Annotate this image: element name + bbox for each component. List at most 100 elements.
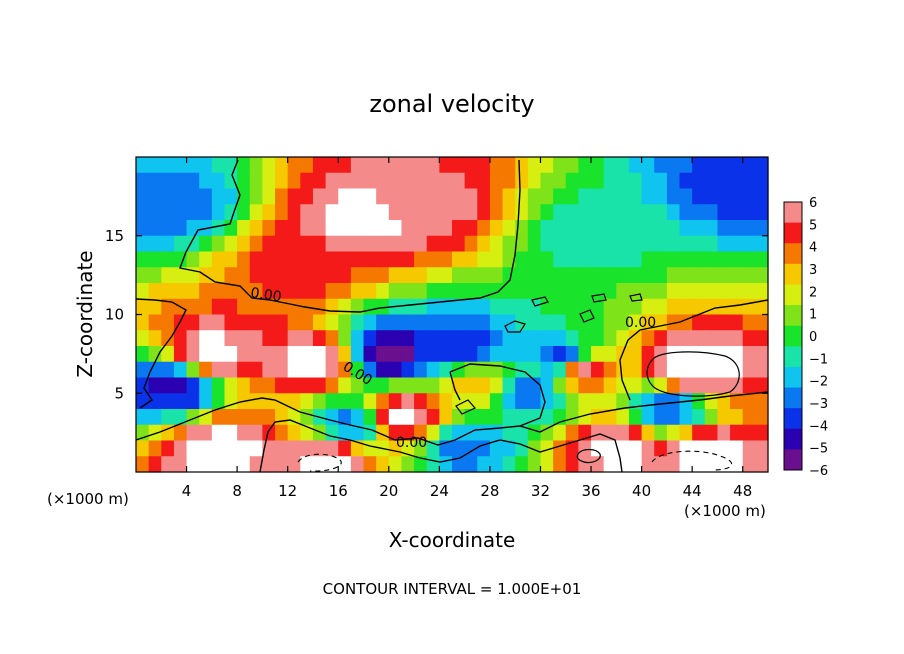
- heatmap-cell: [338, 330, 352, 347]
- heatmap-cell: [287, 346, 301, 363]
- heatmap-cell: [439, 377, 453, 394]
- heatmap-cell: [755, 188, 769, 205]
- heatmap-cell: [275, 424, 289, 442]
- heatmap-cell: [148, 235, 162, 253]
- heatmap-cell: [426, 235, 440, 253]
- heatmap-cell: [591, 346, 605, 363]
- heatmap-cell: [704, 267, 719, 284]
- heatmap-cell: [540, 424, 554, 442]
- heatmap-cell: [287, 393, 301, 410]
- heatmap-cell: [515, 298, 529, 316]
- x-unit-note-left: (×1000 m): [47, 490, 129, 508]
- heatmap-cell: [679, 267, 693, 284]
- heatmap-cell: [628, 440, 643, 457]
- heatmap-cell: [565, 361, 579, 379]
- heatmap-cell: [249, 235, 263, 253]
- heatmap-cell: [464, 330, 478, 347]
- colorbar-swatch: [784, 243, 802, 265]
- heatmap-cell: [591, 172, 605, 190]
- heatmap-cell: [312, 172, 327, 190]
- heatmap-cell: [439, 409, 453, 426]
- heatmap-cell: [376, 424, 390, 442]
- heatmap-cell: [388, 330, 403, 347]
- heatmap-cell: [199, 361, 213, 379]
- heatmap-cell: [704, 283, 719, 300]
- heatmap-cell: [641, 172, 655, 190]
- heatmap-cell: [515, 235, 529, 253]
- heatmap-cell: [755, 267, 769, 284]
- heatmap-cell: [161, 361, 175, 379]
- heatmap-cell: [527, 235, 542, 253]
- heatmap-cell: [262, 314, 276, 331]
- heatmap-cell: [452, 409, 466, 426]
- heatmap-cell: [755, 220, 769, 237]
- heatmap-cell: [717, 220, 731, 237]
- heatmap-cell: [199, 235, 213, 253]
- heatmap-cell: [603, 235, 617, 253]
- heatmap-cell: [591, 298, 605, 316]
- heatmap-cell: [452, 298, 466, 316]
- colorbar-swatch: [784, 305, 802, 327]
- heatmap-cell: [553, 188, 567, 205]
- heatmap-cell: [363, 330, 377, 347]
- heatmap-cell: [692, 172, 706, 190]
- heatmap-cell: [654, 283, 668, 300]
- heatmap-cell: [527, 361, 542, 379]
- heatmap-cell: [186, 346, 200, 363]
- heatmap-cell: [376, 377, 390, 394]
- heatmap-cell: [325, 204, 339, 221]
- heatmap-cell: [312, 220, 327, 237]
- heatmap-cell: [641, 346, 655, 363]
- heatmap-cell: [742, 235, 756, 253]
- heatmap-cell: [692, 157, 706, 174]
- heatmap-cell: [616, 361, 630, 379]
- heatmap-cell: [692, 298, 706, 316]
- heatmap-cell: [376, 188, 390, 205]
- heatmap-cell: [325, 440, 339, 457]
- heatmap-cell: [224, 188, 238, 205]
- heatmap-cell: [401, 157, 415, 174]
- heatmap-cell: [350, 393, 365, 410]
- heatmap-cell: [742, 314, 756, 331]
- heatmap-cell: [679, 204, 693, 221]
- heatmap-cell: [211, 456, 226, 473]
- heatmap-cell: [338, 188, 352, 205]
- heatmap-cell: [755, 283, 769, 300]
- heatmap-cell: [654, 172, 668, 190]
- heatmap-cell: [186, 409, 200, 426]
- heatmap-cell: [730, 267, 744, 284]
- heatmap-cell: [464, 409, 478, 426]
- heatmap-cell: [237, 157, 251, 174]
- heatmap-cell: [275, 456, 289, 473]
- heatmap-cell: [173, 267, 188, 284]
- heatmap-cell: [275, 314, 289, 331]
- heatmap-cell: [452, 330, 466, 347]
- heatmap-cell: [325, 157, 339, 174]
- heatmap-cell: [161, 220, 175, 237]
- heatmap-cell: [224, 393, 238, 410]
- heatmap-cell: [515, 456, 529, 473]
- heatmap-cell: [464, 220, 478, 237]
- heatmap-cell: [477, 377, 491, 394]
- heatmap-cell: [679, 251, 693, 268]
- contour-label-3: 0.00: [396, 435, 427, 451]
- heatmap-cell: [666, 220, 681, 237]
- heatmap-cell: [224, 346, 238, 363]
- heatmap-cell: [692, 283, 706, 300]
- heatmap-cell: [161, 393, 175, 410]
- heatmap-cell: [325, 251, 339, 268]
- heatmap-cell: [376, 361, 390, 379]
- heatmap-cell: [742, 361, 756, 379]
- heatmap-cell: [730, 456, 744, 473]
- x-tick-label: 48: [733, 482, 752, 500]
- heatmap-cell: [376, 251, 390, 268]
- heatmap-cell: [148, 157, 162, 174]
- heatmap-cell: [173, 456, 188, 473]
- heatmap-cell: [502, 330, 516, 347]
- heatmap-cell: [224, 377, 238, 394]
- heatmap-cell: [350, 409, 365, 426]
- heatmap-cell: [527, 298, 542, 316]
- zero-contours: 0.00 0.00 0.00 0.00: [136, 159, 768, 472]
- heatmap-cell: [401, 456, 415, 473]
- heatmap-cell: [173, 361, 188, 379]
